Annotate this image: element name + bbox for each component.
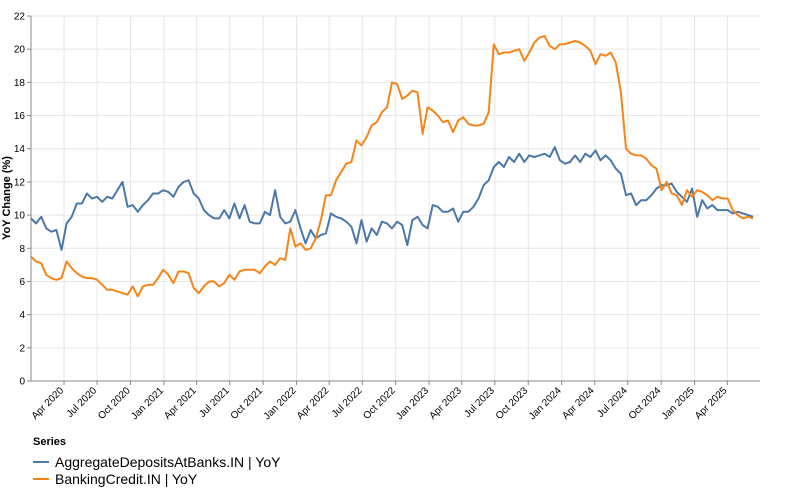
- x-tick-label: Jul 2020: [65, 385, 100, 420]
- y-axis-title: YoY Change (%): [1, 156, 13, 240]
- y-tick-label: 22: [14, 12, 26, 23]
- x-tick-label: Apr 2022: [295, 385, 332, 422]
- legend-title: Series: [33, 436, 67, 448]
- legend-label-deposits: AggregateDepositsAtBanks.IN | YoY: [55, 453, 281, 470]
- legend-label-credit: BankingCredit.IN | YoY: [55, 470, 198, 487]
- x-tick-label: Oct 2023: [494, 385, 531, 422]
- x-tick-label: Oct 2020: [96, 385, 133, 422]
- legend: Series AggregateDepositsAtBanks.IN | YoY…: [33, 436, 280, 487]
- y-tick-label: 20: [14, 45, 26, 56]
- x-tick-label: Oct 2021: [229, 385, 266, 422]
- x-tick-label: Jul 2024: [595, 385, 630, 420]
- y-tick-label: 14: [14, 144, 26, 155]
- x-tick-label: Jan 2021: [129, 385, 166, 422]
- y-tick-label: 6: [19, 277, 25, 288]
- x-tick-label: Jan 2022: [262, 385, 299, 422]
- y-tick-label: 12: [14, 177, 26, 188]
- x-tick-label: Apr 2024: [560, 385, 597, 422]
- x-tick-label: Jan 2025: [660, 385, 697, 422]
- x-tick-label: Apr 2021: [162, 385, 199, 422]
- y-tick-label: 4: [19, 310, 25, 321]
- x-tick-label: Jul 2023: [462, 385, 497, 420]
- x-tick-label: Apr 2025: [693, 385, 730, 422]
- y-tick-label: 10: [14, 211, 26, 222]
- x-tick-label: Jan 2023: [394, 385, 431, 422]
- y-tick-label: 8: [19, 244, 25, 255]
- series-line-deposits: [30, 146, 754, 251]
- legend-item-deposits[interactable]: AggregateDepositsAtBanks.IN | YoY: [33, 453, 280, 470]
- x-tick-label: Oct 2022: [361, 385, 398, 422]
- x-tick-label: Jul 2022: [330, 385, 365, 420]
- series-line-credit: [30, 34, 754, 298]
- legend-swatch-deposits: [33, 460, 49, 463]
- y-tick-label: 16: [14, 111, 26, 122]
- grid-lines: [31, 15, 760, 382]
- x-tick-label: Jan 2024: [527, 385, 564, 422]
- series-lines: [30, 34, 754, 298]
- x-tick-label: Oct 2024: [627, 385, 664, 422]
- x-tick-label: Apr 2023: [427, 385, 464, 422]
- x-tick-label: Jul 2021: [197, 385, 232, 420]
- y-tick-label: 2: [19, 343, 25, 354]
- legend-item-credit[interactable]: BankingCredit.IN | YoY: [33, 470, 280, 487]
- x-tick-label: Apr 2020: [30, 385, 67, 422]
- y-tick-label: 18: [14, 78, 26, 89]
- legend-swatch-credit: [33, 477, 49, 480]
- y-tick-label: 0: [19, 377, 25, 388]
